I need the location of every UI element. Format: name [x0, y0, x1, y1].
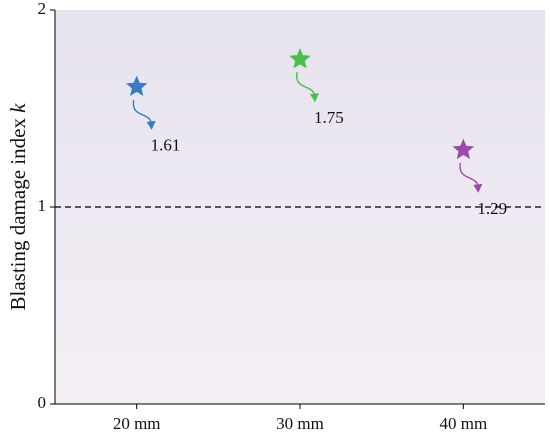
y-axis-label-text: Blasting damage index	[6, 118, 30, 311]
label-arrowhead	[473, 183, 483, 193]
y-tick-label: 0	[38, 393, 47, 412]
value-label: 1.75	[314, 108, 344, 127]
value-label: 1.29	[477, 199, 507, 218]
x-tick-label: 40 mm	[439, 414, 487, 433]
star-marker	[452, 138, 475, 160]
value-label: 1.61	[151, 136, 181, 155]
y-tick-label: 2	[38, 0, 47, 18]
y-tick-label: 1	[38, 196, 47, 215]
star-marker	[125, 75, 148, 96]
label-arrowhead	[310, 93, 319, 103]
x-tick-label: 20 mm	[113, 414, 161, 433]
label-arrowhead	[146, 120, 156, 130]
y-axis-label-symbol: k	[6, 103, 30, 113]
x-tick-label: 30 mm	[276, 414, 324, 433]
y-axis-label: Blasting damage index k	[6, 103, 30, 311]
star-marker	[289, 47, 311, 69]
